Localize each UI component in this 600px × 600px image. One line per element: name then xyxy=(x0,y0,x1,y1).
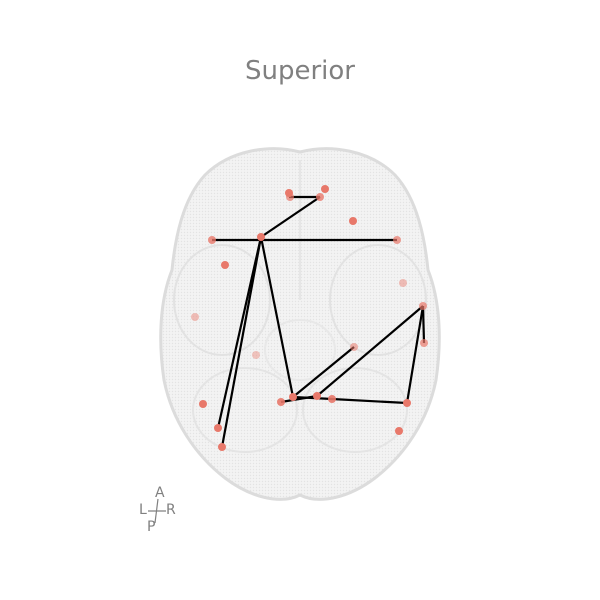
node-12 xyxy=(191,313,199,321)
view-title: Superior xyxy=(245,56,355,86)
node-2 xyxy=(286,193,294,201)
node-20 xyxy=(403,399,411,407)
edge-7 xyxy=(292,346,355,398)
edge-10 xyxy=(405,305,425,404)
node-13 xyxy=(420,339,428,347)
node-19 xyxy=(328,395,336,403)
node-21 xyxy=(199,400,207,408)
connectome-nodes xyxy=(191,185,428,451)
orient-left: L xyxy=(139,502,147,518)
orient-posterior: P xyxy=(147,519,156,535)
node-15 xyxy=(252,351,260,359)
edge-4 xyxy=(216,236,263,429)
edge-5 xyxy=(220,236,263,448)
node-22 xyxy=(214,424,222,432)
node-18 xyxy=(277,398,285,406)
connectome-edges xyxy=(212,195,426,448)
orient-right: R xyxy=(166,502,176,518)
node-6 xyxy=(257,233,265,241)
node-16 xyxy=(289,393,297,401)
edge-12 xyxy=(292,395,333,401)
node-8 xyxy=(393,236,401,244)
node-9 xyxy=(221,261,229,269)
node-4 xyxy=(316,193,324,201)
brain-glass xyxy=(159,147,441,501)
node-23 xyxy=(395,427,403,435)
edge-6 xyxy=(259,236,295,398)
edge-8 xyxy=(316,305,424,397)
edge-13 xyxy=(331,397,408,405)
orient-cross xyxy=(148,498,166,524)
node-10 xyxy=(399,279,407,287)
node-17 xyxy=(313,392,321,400)
orient-anterior: A xyxy=(155,485,165,501)
node-24 xyxy=(218,443,226,451)
node-3 xyxy=(321,185,329,193)
node-11 xyxy=(419,302,427,310)
node-14 xyxy=(350,343,358,351)
edge-9 xyxy=(421,305,426,344)
node-5 xyxy=(349,217,357,225)
edge-2 xyxy=(260,196,321,238)
node-7 xyxy=(208,236,216,244)
